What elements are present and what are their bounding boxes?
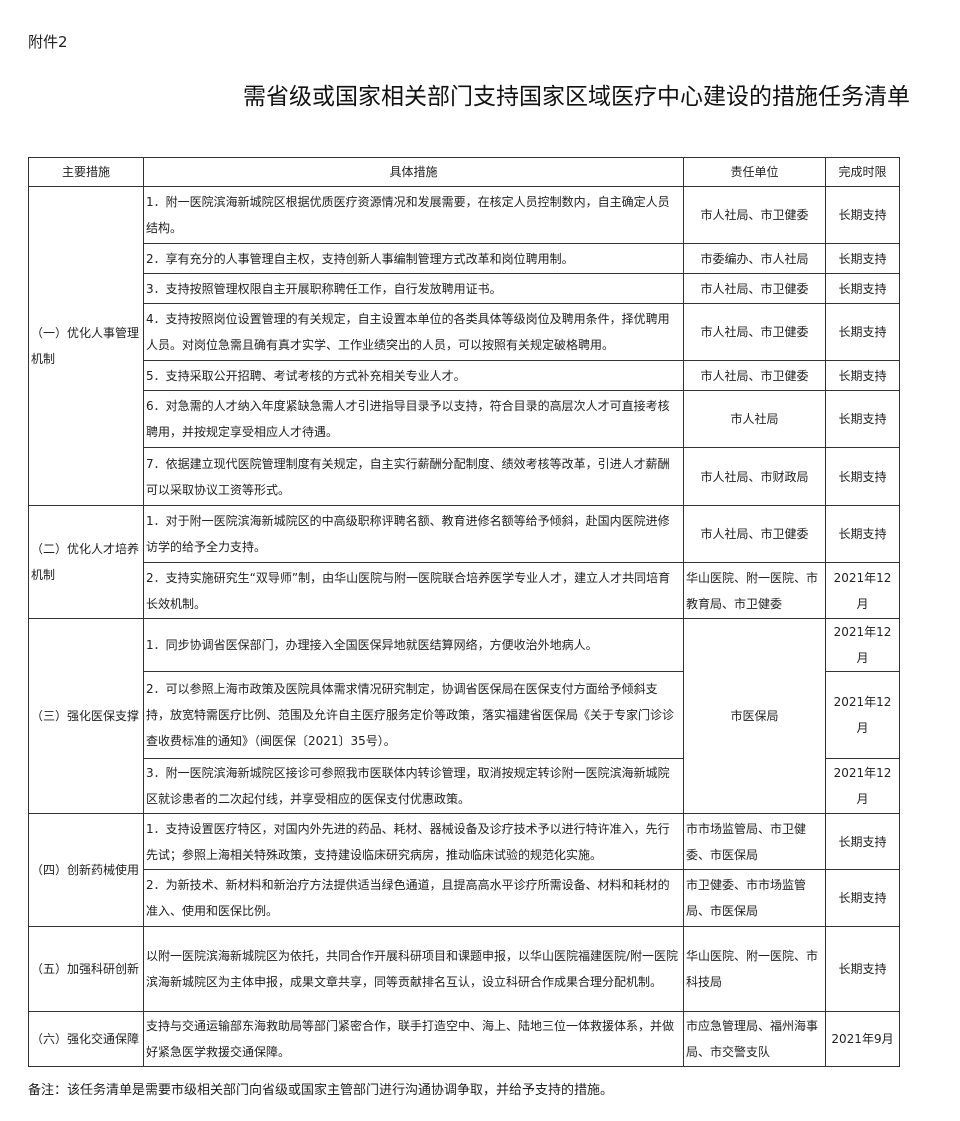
responsible-unit-cell: 市人社局、市财政局 xyxy=(683,447,826,506)
table-row: （六）强化交通保障 支持与交通运输部东海救助局等部门紧密合作，联手打造空中、海上、… xyxy=(28,1011,900,1067)
header-deadline: 完成时限 xyxy=(825,157,900,187)
main-measure-cell: （四）创新药械使用 xyxy=(28,813,144,927)
responsible-unit-cell: 华山医院、附一医院、市科技局 xyxy=(683,926,826,1012)
table-header-row: 主要措施 具体措施 责任单位 完成时限 xyxy=(28,157,900,187)
table-row: （一）优化人事管理机制 1．附一医院滨海新城院区根据优质医疗资源情况和发展需要，在… xyxy=(28,186,900,506)
header-main-measure: 主要措施 xyxy=(28,157,144,187)
deadline-cell: 长期支持 xyxy=(825,813,900,870)
responsible-unit-cell: 市人社局 xyxy=(683,390,826,448)
table-row: 6．对急需的人才纳入年度紧缺急需人才引进指导目录予以支持，符合目录的高层次人才可… xyxy=(29,390,900,448)
table-row: 4．支持按照岗位设置管理的有关规定，自主设置本单位的各类具体等级岗位及聘用条件，… xyxy=(29,303,900,361)
specific-measure-cell: 2．支持实施研究生“双导师”制，由华山医院与附一医院联合培养医学专业人才，建立人… xyxy=(143,562,684,619)
specific-measure-cell: 2．可以参照上海市政策及医院具体需求情况研究制定，协调省医保局在医保支付方面给予… xyxy=(143,671,684,759)
table-row: 2．为新技术、新材料和新治疗方法提供适当绿色通道，且提高高水平诊疗所需设备、材料… xyxy=(29,869,900,927)
main-measure-cell: （五）加强科研创新 xyxy=(28,926,144,1012)
specific-measure-cell: 2．享有充分的人事管理自主权，支持创新人事编制管理方式改革和岗位聘用制。 xyxy=(143,243,684,274)
responsible-unit-cell: 市市场监管局、市卫健委、市医保局 xyxy=(683,813,826,870)
document-title: 需省级或国家相关部门支持国家区域医疗中心建设的措施任务清单 xyxy=(243,84,910,110)
responsible-unit-cell: 市人社局、市卫健委 xyxy=(683,505,826,563)
table-row: 3．附一医院滨海新城院区接诊可参照我市医联体内转诊管理，取消按规定转诊附一医院滨… xyxy=(29,758,900,814)
deadline-cell: 长期支持 xyxy=(825,926,900,1012)
table-row: 2．支持实施研究生“双导师”制，由华山医院与附一医院联合培养医学专业人才，建立人… xyxy=(29,562,900,619)
deadline-cell: 2021年9月 xyxy=(825,1011,900,1067)
specific-measure-cell: 4．支持按照岗位设置管理的有关规定，自主设置本单位的各类具体等级岗位及聘用条件，… xyxy=(143,303,684,361)
specific-measure-cell: 1．支持设置医疗特区，对国内外先进的药品、耗材、器械设备及诊疗技术予以进行特许准… xyxy=(143,813,684,870)
task-table: 主要措施 具体措施 责任单位 完成时限 （一）优化人事管理机制 1．附一医院滨海新… xyxy=(28,157,900,1067)
specific-measure-cell: 3．附一医院滨海新城院区接诊可参照我市医联体内转诊管理，取消按规定转诊附一医院滨… xyxy=(143,758,684,814)
deadline-cell: 长期支持 xyxy=(825,303,900,361)
header-responsible-unit: 责任单位 xyxy=(683,157,826,187)
specific-measure-cell: 以附一医院滨海新城院区为依托，共同合作开展科研项目和课题申报，以华山医院福建医院… xyxy=(143,926,684,1012)
responsible-unit-cell: 市人社局、市卫健委 xyxy=(683,273,826,304)
table-and-note: 主要措施 具体措施 责任单位 完成时限 （一）优化人事管理机制 1．附一医院滨海新… xyxy=(28,157,900,1121)
deadline-cell: 长期支持 xyxy=(825,243,900,274)
table-row: （四）创新药械使用 1．支持设置医疗特区，对国内外先进的药品、耗材、器械设备及诊疗… xyxy=(28,813,900,927)
deadline-cell: 长期支持 xyxy=(825,505,900,563)
specific-measure-cell: 1．对于附一医院滨海新城院区的中高级职称评聘名额、教育进修名额等给予倾斜，赴国内… xyxy=(143,505,684,563)
table-row: 5．支持采取公开招聘、考试考核的方式补充相关专业人才。 市人社局、市卫健委 长期支持 xyxy=(29,360,900,391)
deadline-cell: 长期支持 xyxy=(825,360,900,391)
specific-measure-cell: 1．附一医院滨海新城院区根据优质医疗资源情况和发展需要，在核定人员控制数内，自主… xyxy=(143,186,684,244)
responsible-unit-cell: 市委编办、市人社局 xyxy=(683,243,826,274)
deadline-cell: 2021年12月 xyxy=(825,758,900,814)
main-measure-cell: （一）优化人事管理机制 xyxy=(28,186,144,506)
attachment-label: 附件2 xyxy=(28,33,68,51)
header-specific-measure: 具体措施 xyxy=(143,157,684,187)
responsible-unit-cell: 华山医院、附一医院、市教育局、市卫健委 xyxy=(683,562,826,619)
deadline-cell: 2021年12月 xyxy=(825,671,900,759)
deadline-cell: 长期支持 xyxy=(825,273,900,304)
specific-measure-cell: 2．为新技术、新材料和新治疗方法提供适当绿色通道，且提高高水平诊疗所需设备、材料… xyxy=(143,869,684,927)
table-row: 2．可以参照上海市政策及医院具体需求情况研究制定，协调省医保局在医保支付方面给予… xyxy=(29,671,900,759)
main-measure-cell: （六）强化交通保障 xyxy=(28,1011,144,1067)
deadline-cell: 2021年12月 xyxy=(825,562,900,619)
responsible-unit-cell: 市人社局、市卫健委 xyxy=(683,186,826,244)
table-row: 7．依据建立现代医院管理制度有关规定，自主实行薪酬分配制度、绩效考核等改革，引进… xyxy=(29,447,900,506)
main-measure-cell: （三）强化医保支撑 xyxy=(28,618,144,814)
table-row: 2．享有充分的人事管理自主权，支持创新人事编制管理方式改革和岗位聘用制。 市委编办… xyxy=(29,243,900,274)
deadline-cell: 长期支持 xyxy=(825,186,900,244)
specific-measure-cell: 5．支持采取公开招聘、考试考核的方式补充相关专业人才。 xyxy=(143,360,684,391)
specific-measure-cell: 支持与交通运输部东海救助局等部门紧密合作，联手打造空中、海上、陆地三位一体救援体… xyxy=(143,1011,684,1067)
deadline-cell: 长期支持 xyxy=(825,869,900,927)
deadline-cell: 长期支持 xyxy=(825,447,900,506)
responsible-unit-cell: 市应急管理局、福州海事局、市交警支队 xyxy=(683,1011,826,1067)
main-measure-cell: （二）优化人才培养机制 xyxy=(28,505,144,619)
deadline-cell: 长期支持 xyxy=(825,390,900,448)
table-row: （二）优化人才培养机制 1．对于附一医院滨海新城院区的中高级职称评聘名额、教育进修… xyxy=(28,505,900,619)
specific-measure-cell: 7．依据建立现代医院管理制度有关规定，自主实行薪酬分配制度、绩效考核等改革，引进… xyxy=(143,447,684,506)
table-row: （五）加强科研创新 以附一医院滨海新城院区为依托，共同合作开展科研项目和课题申报，… xyxy=(28,926,900,1012)
footnote: 备注：该任务清单是需要市级相关部门向省级或国家主管部门进行沟通协调争取，并给予支… xyxy=(28,1083,614,1098)
table-row: 3．支持按照管理权限自主开展职称聘任工作，自行发放聘用证书。 市人社局、市卫健委长… xyxy=(29,273,900,304)
table-row: （三）强化医保支撑 1．同步协调省医保部门，办理接入全国医保异地就医结算网络，方便… xyxy=(28,618,900,814)
responsible-unit-cell: 市医保局 xyxy=(683,618,826,814)
responsible-unit-cell: 市卫健委、市市场监管局、市医保局 xyxy=(683,869,826,927)
specific-measure-cell: 1．同步协调省医保部门，办理接入全国医保异地就医结算网络，方便收治外地病人。 xyxy=(143,618,684,672)
deadline-cell: 2021年12月 xyxy=(825,618,900,672)
specific-measure-cell: 6．对急需的人才纳入年度紧缺急需人才引进指导目录予以支持，符合目录的高层次人才可… xyxy=(143,390,684,448)
responsible-unit-cell: 市人社局、市卫健委 xyxy=(683,303,826,361)
specific-measure-cell: 3．支持按照管理权限自主开展职称聘任工作，自行发放聘用证书。 xyxy=(143,273,684,304)
responsible-unit-cell: 市人社局、市卫健委 xyxy=(683,360,826,391)
